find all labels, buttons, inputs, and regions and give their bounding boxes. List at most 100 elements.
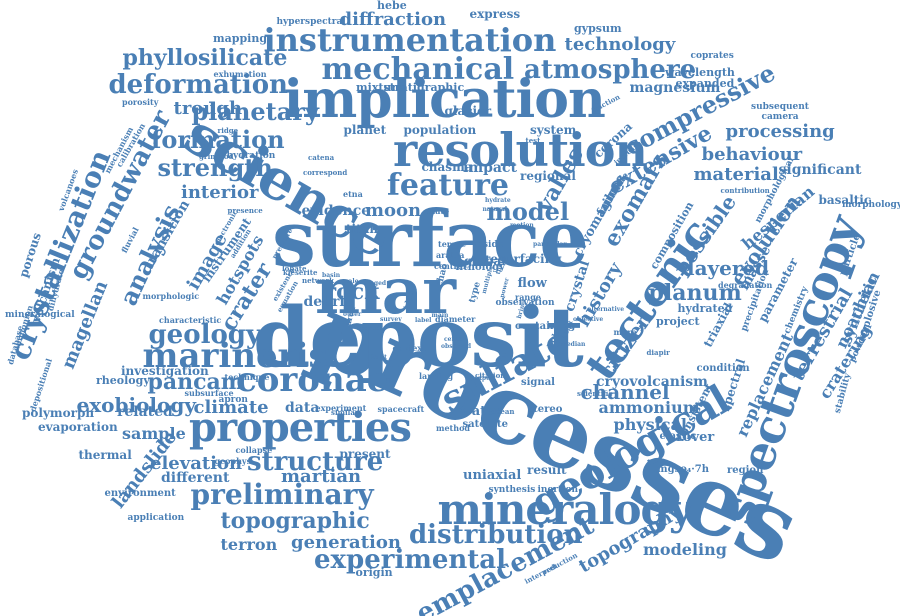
word-magellan: magellan	[57, 277, 112, 372]
word-feature: feature	[387, 168, 509, 203]
word-elastic: elastic	[659, 431, 697, 442]
word-method: method	[436, 423, 470, 433]
word-natural: natural	[482, 206, 508, 213]
word-lobate: lobate	[282, 263, 307, 273]
word-satellite: satellite	[462, 419, 508, 430]
word-planetary: planetary	[191, 97, 319, 126]
word-express: express	[469, 7, 521, 21]
word-lithology: lithology	[455, 262, 505, 273]
word-deposit: deposit	[253, 290, 584, 386]
word-collapse: collapse	[235, 445, 273, 455]
word-thermal: thermal	[78, 448, 132, 462]
word-behaviour: behaviour	[701, 144, 803, 165]
word-particular: particular	[533, 241, 567, 248]
word-flow: flow	[517, 275, 547, 291]
word-magnesium: magnesium	[629, 80, 721, 96]
word-range: range	[515, 292, 541, 302]
word-implication: implication	[283, 69, 606, 130]
word-camera: camera	[761, 111, 799, 122]
word-main: main	[431, 312, 449, 319]
word-characteristic: characteristic	[159, 315, 222, 325]
word-physical: physical	[613, 415, 687, 434]
word-evidence: evidence	[301, 203, 371, 219]
word-generation: generation	[291, 532, 401, 553]
word-pancam: pancam	[147, 369, 245, 395]
word-geophys: geophys	[214, 456, 252, 466]
word-observed: observed	[441, 343, 472, 350]
word-elevation: elevation	[150, 453, 243, 474]
word-evaporation: evaporation	[38, 420, 118, 434]
word-sample: sample	[122, 424, 186, 443]
word-moon: moon	[365, 200, 422, 221]
word-deformation: deformation	[108, 70, 288, 100]
word-resurfacing: resurfacing	[484, 252, 562, 266]
word-exobiology: exobiology	[76, 393, 196, 417]
word-coprates: coprates	[690, 50, 734, 61]
word-phyllosilicate: phyllosilicate	[122, 45, 288, 71]
word-geology: geology	[148, 320, 262, 350]
word-subsequent: subsequent	[751, 101, 809, 112]
word-significant: significant	[778, 162, 862, 178]
word-hebe: hebe	[377, 0, 407, 12]
word-different: different	[161, 470, 230, 486]
word-contribution: contribution	[720, 185, 770, 195]
word-strength: strength	[157, 153, 273, 182]
word-expanded: expanded	[675, 76, 735, 90]
word-motion: motion	[510, 222, 534, 229]
word-expert: expert	[474, 375, 496, 382]
word-presence: presence	[227, 205, 263, 215]
word-uniaxial: uniaxial	[463, 467, 522, 483]
word-central: central	[434, 261, 466, 271]
word-rock: rock	[324, 279, 380, 305]
word-more: more	[613, 327, 637, 337]
word-containing: containing	[515, 321, 576, 332]
word-glacier: glacier	[444, 104, 492, 118]
word-mineralogical: mineralogical	[5, 309, 75, 320]
word-related: related	[117, 404, 173, 420]
word-martian: martian	[281, 466, 362, 487]
word-origin: origin	[355, 565, 393, 579]
word-data: data	[285, 400, 320, 416]
word-polymorph: polymorph	[22, 406, 95, 420]
word-diapir: diapir	[646, 347, 670, 357]
word-technology: technology	[564, 34, 676, 55]
word-mar: mar	[315, 254, 456, 329]
word-network: network	[302, 275, 335, 285]
word-subsurface: subsurface	[184, 388, 234, 398]
word-synthesis: synthesis	[488, 484, 536, 495]
word-experiment: experiment	[315, 403, 367, 413]
word-stratigraphic: stratigraphic	[383, 80, 465, 94]
word-grindrod: grindrod	[199, 151, 234, 161]
word-spacecraft: spacecraft	[377, 404, 425, 414]
word-technique: technique	[224, 372, 270, 382]
word-scientific: scientific	[577, 388, 613, 398]
word-observation: observation	[495, 297, 555, 308]
word-tempe: tempe	[438, 239, 466, 249]
word-citation: citation	[475, 370, 506, 380]
word-environment: environment	[104, 488, 176, 499]
word-mapping: mapping	[213, 31, 268, 45]
word-hydrated: hydrated	[677, 301, 733, 315]
word-mixture: mixture	[356, 80, 405, 94]
word-catena: catena	[308, 152, 335, 162]
word-built: built	[371, 354, 387, 361]
word-titan: titan	[346, 222, 379, 236]
word-model: model	[486, 197, 570, 226]
word-atmosphere: atmosphere	[524, 55, 697, 85]
word-layered: layered	[687, 256, 770, 280]
word-interior: interior	[181, 182, 259, 203]
word-chasma: chasma	[421, 160, 473, 174]
word-inertion: inertion	[537, 484, 579, 495]
word-apron: apron	[218, 394, 248, 405]
word-diameter: diameter	[435, 314, 476, 324]
word-landing: landing	[419, 371, 454, 381]
word-condition: condition	[696, 363, 750, 374]
word-context: context	[392, 343, 426, 353]
word-planet: planet	[343, 123, 387, 137]
word-degree: degree	[356, 325, 380, 332]
word-structure: structure	[247, 447, 384, 477]
word-resolution: resolution	[393, 123, 648, 177]
word-arabia: arabia	[436, 250, 465, 260]
word-wavelength: wavelength	[665, 65, 735, 79]
